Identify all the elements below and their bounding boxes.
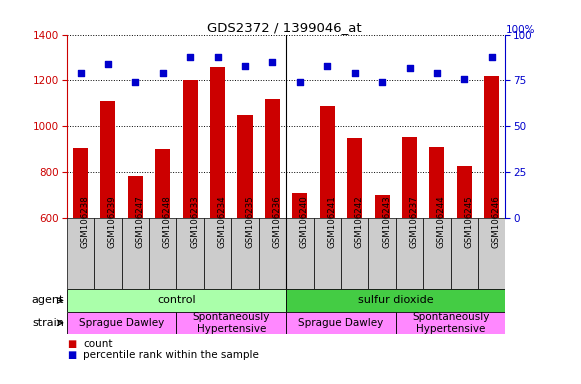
Text: GSM106237: GSM106237 [410, 195, 418, 248]
Point [432, 70, 442, 76]
Point [350, 70, 359, 76]
Bar [396, 312, 505, 334]
Text: Spontaneously
Hypertensive: Spontaneously Hypertensive [193, 312, 270, 334]
Text: GSM106238: GSM106238 [81, 195, 89, 248]
Bar [457, 166, 472, 218]
Text: GSM106241: GSM106241 [327, 195, 336, 248]
Text: GSM106234: GSM106234 [218, 195, 227, 248]
Bar [182, 80, 198, 218]
Text: GSM106239: GSM106239 [108, 195, 117, 248]
Text: GSM106235: GSM106235 [245, 195, 254, 248]
Bar [177, 312, 286, 334]
Bar [67, 312, 177, 334]
Bar [265, 99, 280, 218]
Text: strain: strain [32, 318, 64, 328]
Bar [375, 195, 390, 218]
Bar [67, 218, 94, 289]
Point [131, 79, 140, 85]
Bar [67, 289, 286, 312]
Point [76, 70, 85, 76]
Text: GSM106242: GSM106242 [354, 195, 364, 248]
Text: GSM106233: GSM106233 [190, 195, 199, 248]
Bar [155, 149, 170, 218]
Point [405, 65, 414, 71]
Bar [347, 138, 362, 218]
Bar [210, 67, 225, 218]
Point [185, 53, 195, 60]
Bar [451, 218, 478, 289]
Text: agent: agent [32, 295, 64, 305]
Point [158, 70, 167, 76]
Point [460, 76, 469, 82]
Text: control: control [157, 295, 196, 305]
Text: ■: ■ [67, 350, 76, 360]
Bar [259, 218, 286, 289]
Bar [314, 218, 341, 289]
Point [241, 63, 250, 69]
Text: 100%: 100% [505, 25, 535, 35]
Text: Spontaneously
Hypertensive: Spontaneously Hypertensive [412, 312, 489, 334]
Point [213, 53, 223, 60]
Bar [73, 148, 88, 218]
Bar [484, 76, 499, 218]
Text: GSM106247: GSM106247 [135, 195, 144, 248]
Bar [204, 218, 231, 289]
Bar [286, 312, 396, 334]
Point [487, 53, 496, 60]
Text: GSM106240: GSM106240 [300, 195, 309, 248]
Bar [423, 218, 451, 289]
Text: percentile rank within the sample: percentile rank within the sample [83, 350, 259, 360]
Bar [341, 218, 368, 289]
Text: GSM106236: GSM106236 [272, 195, 281, 248]
Bar [177, 218, 204, 289]
Bar [238, 115, 253, 218]
Bar [396, 218, 423, 289]
Text: count: count [83, 339, 113, 349]
Text: GSM106246: GSM106246 [492, 195, 501, 248]
Bar [101, 101, 116, 218]
Text: sulfur dioxide: sulfur dioxide [358, 295, 433, 305]
Text: GSM106243: GSM106243 [382, 195, 391, 248]
Point [268, 59, 277, 65]
Bar [320, 106, 335, 218]
Bar [402, 137, 417, 218]
Bar [121, 218, 149, 289]
Text: GDS2372 / 1399046_at: GDS2372 / 1399046_at [207, 21, 362, 34]
Point [378, 79, 387, 85]
Text: ■: ■ [67, 339, 76, 349]
Bar [231, 218, 259, 289]
Bar [478, 218, 505, 289]
Bar [286, 289, 505, 312]
Point [322, 63, 332, 69]
Point [103, 61, 113, 67]
Text: Sprague Dawley: Sprague Dawley [299, 318, 383, 328]
Bar [94, 218, 121, 289]
Bar [368, 218, 396, 289]
Bar [286, 218, 314, 289]
Bar [128, 175, 143, 218]
Text: GSM106244: GSM106244 [437, 195, 446, 248]
Text: GSM106248: GSM106248 [163, 195, 172, 248]
Text: GSM106245: GSM106245 [464, 195, 474, 248]
Bar [292, 193, 307, 218]
Bar [149, 218, 177, 289]
Bar [429, 147, 444, 218]
Text: Sprague Dawley: Sprague Dawley [79, 318, 164, 328]
Point [295, 79, 304, 85]
